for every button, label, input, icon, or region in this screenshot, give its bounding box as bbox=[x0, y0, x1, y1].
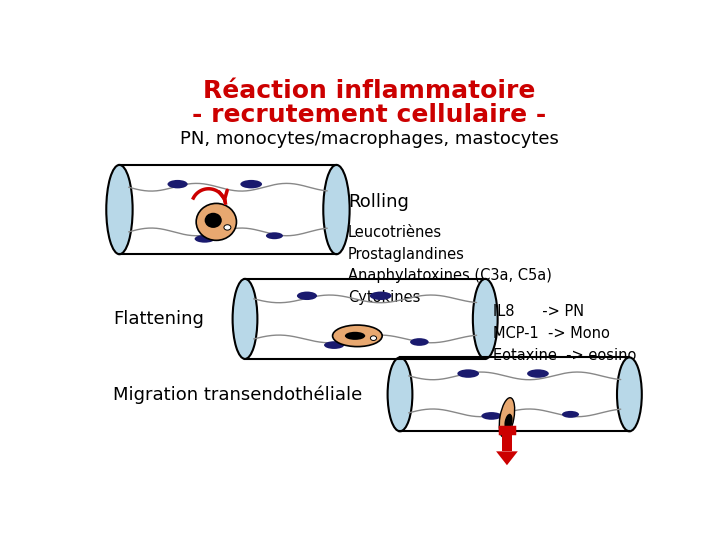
Ellipse shape bbox=[323, 165, 350, 254]
Ellipse shape bbox=[333, 325, 382, 347]
Ellipse shape bbox=[204, 213, 222, 228]
Ellipse shape bbox=[473, 279, 498, 359]
Ellipse shape bbox=[297, 292, 317, 300]
Ellipse shape bbox=[324, 341, 344, 349]
Ellipse shape bbox=[482, 412, 502, 420]
Ellipse shape bbox=[224, 225, 231, 230]
Ellipse shape bbox=[345, 332, 365, 340]
Ellipse shape bbox=[233, 279, 258, 359]
Text: IL8      -> PN
MCP-1  -> Mono
Eotaxine  -> eosino: IL8 -> PN MCP-1 -> Mono Eotaxine -> eosi… bbox=[493, 303, 636, 363]
Ellipse shape bbox=[457, 369, 479, 378]
Polygon shape bbox=[496, 451, 518, 465]
Ellipse shape bbox=[527, 369, 549, 378]
Text: PN, monocytes/macrophages, mastocytes: PN, monocytes/macrophages, mastocytes bbox=[179, 130, 559, 148]
Ellipse shape bbox=[266, 232, 283, 239]
Ellipse shape bbox=[499, 397, 515, 437]
Ellipse shape bbox=[410, 338, 428, 346]
Ellipse shape bbox=[240, 180, 262, 188]
Text: Flattening: Flattening bbox=[113, 310, 204, 328]
Polygon shape bbox=[502, 433, 513, 451]
Ellipse shape bbox=[370, 336, 377, 340]
Ellipse shape bbox=[370, 292, 392, 300]
Polygon shape bbox=[120, 165, 336, 254]
Ellipse shape bbox=[387, 357, 413, 431]
Ellipse shape bbox=[617, 357, 642, 431]
Ellipse shape bbox=[107, 165, 132, 254]
Ellipse shape bbox=[196, 204, 236, 240]
Ellipse shape bbox=[562, 411, 579, 418]
Ellipse shape bbox=[168, 180, 188, 188]
Text: Migration transendothéliale: Migration transendothéliale bbox=[113, 385, 362, 403]
Text: Rolling: Rolling bbox=[348, 193, 409, 211]
Text: Leucotriènes
Prostaglandines
Anaphylatoxines (C3a, C5a)
Cytokines: Leucotriènes Prostaglandines Anaphylatox… bbox=[348, 225, 552, 305]
Text: Réaction inflammatoire: Réaction inflammatoire bbox=[203, 79, 535, 103]
Ellipse shape bbox=[505, 414, 513, 430]
Polygon shape bbox=[245, 279, 485, 359]
Ellipse shape bbox=[194, 235, 215, 242]
Polygon shape bbox=[400, 357, 629, 431]
Text: - recrutement cellulaire -: - recrutement cellulaire - bbox=[192, 103, 546, 127]
